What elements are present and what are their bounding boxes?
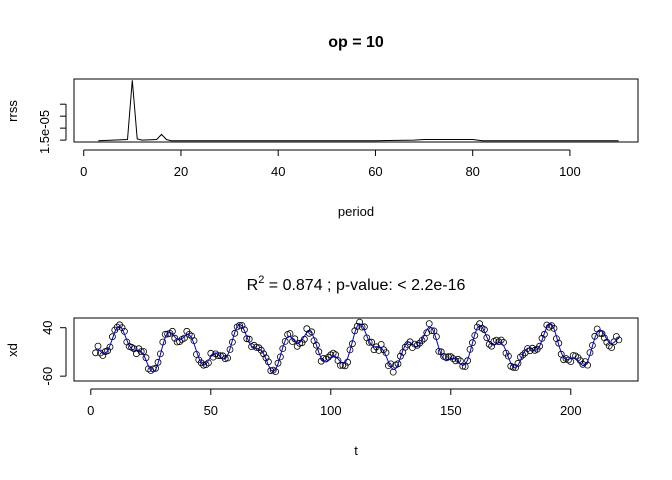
data-point: [216, 352, 224, 360]
periodogram-panel: op = 10 0 20 40 60 80 100 1.5e-05 period rrss: [5, 34, 639, 219]
regression-plot-box: [73, 317, 639, 382]
regression-panel: R2 = 0.874 ; p-value: < 2.2e-16 0 50 100 15…: [5, 274, 639, 458]
periodogram-y-axis: 1.5e-05: [37, 103, 67, 154]
data-point: [240, 326, 248, 334]
data-point: [276, 353, 284, 361]
fitted-line: [95, 322, 620, 373]
data-point: [358, 323, 366, 331]
data-point: [425, 320, 433, 328]
periodogram-x-tick-label: 0: [80, 164, 87, 179]
data-point: [238, 322, 246, 329]
periodogram-x-tick-label: 40: [271, 164, 285, 179]
data-point: [459, 362, 467, 370]
data-point: [214, 352, 222, 360]
regression-x-tick-label: 100: [320, 403, 342, 418]
data-point: [332, 351, 340, 359]
data-point: [99, 352, 107, 359]
periodogram-plot-box: [73, 78, 639, 143]
data-point: [536, 342, 543, 350]
data-point: [226, 346, 234, 353]
data-point: [418, 337, 426, 344]
data-point: [231, 329, 239, 337]
regression-title-superscript: 2: [258, 274, 264, 286]
regression-x-tick-label: 0: [87, 403, 94, 418]
regression-x-tick-label: 200: [560, 403, 582, 418]
data-point: [279, 345, 287, 353]
data-point: [171, 334, 179, 342]
data-point: [483, 334, 491, 342]
data-point: [315, 348, 323, 356]
data-point: [396, 352, 404, 360]
data-point: [480, 326, 488, 334]
data-point: [339, 361, 347, 369]
periodogram-line: [98, 80, 619, 142]
data-point: [281, 337, 289, 345]
data-point: [118, 324, 126, 332]
data-point: [236, 321, 244, 329]
data-point: [375, 346, 383, 354]
regression-x-label: t: [354, 443, 358, 458]
data-point: [504, 352, 512, 360]
periodogram-title: op = 10: [328, 34, 384, 51]
regression-y-tick-label: -60: [40, 367, 55, 386]
regression-y-axis: -60 40: [40, 320, 67, 386]
data-point: [519, 351, 527, 359]
regression-x-tick-label: 150: [440, 403, 462, 418]
periodogram-x-label: period: [338, 204, 374, 219]
data-point: [257, 346, 265, 354]
periodogram-x-tick-label: 20: [174, 164, 188, 179]
data-point: [152, 364, 160, 372]
data-point: [176, 338, 184, 346]
data-point: [180, 334, 188, 342]
data-point: [365, 338, 373, 346]
data-point: [336, 361, 344, 369]
data-point: [106, 343, 114, 351]
regression-title-r: R: [247, 277, 259, 294]
data-point: [471, 332, 479, 339]
periodogram-x-tick-label: 60: [368, 164, 382, 179]
periodogram-y-tick-label: 1.5e-05: [37, 110, 52, 154]
regression-y-label: xd: [5, 343, 20, 357]
data-point: [447, 353, 455, 361]
regression-x-tick-label: 50: [204, 403, 218, 418]
data-point: [514, 359, 522, 367]
data-point: [197, 359, 205, 367]
periodogram-x-axis: 0 20 40 60 80 100: [80, 149, 581, 179]
data-point: [346, 346, 354, 354]
data-point: [608, 344, 615, 352]
data-point: [154, 358, 162, 366]
data-point: [92, 349, 99, 357]
data-point: [104, 347, 111, 355]
data-point: [312, 341, 320, 349]
data-point: [255, 344, 263, 352]
data-point: [137, 348, 145, 356]
data-point: [442, 353, 450, 361]
periodogram-x-tick-label: 80: [465, 164, 479, 179]
data-point: [274, 359, 282, 367]
data-point: [353, 322, 361, 330]
regression-x-axis: 0 50 100 150 200: [87, 388, 582, 418]
regression-y-tick-label: 40: [40, 320, 55, 334]
periodogram-x-tick-label: 100: [559, 164, 581, 179]
data-point: [468, 339, 476, 347]
data-point: [260, 350, 268, 358]
data-point: [550, 324, 558, 332]
data-point: [589, 341, 596, 349]
data-point: [541, 330, 548, 338]
periodogram-y-label: rrss: [5, 100, 20, 122]
data-point: [94, 342, 102, 350]
data-point: [394, 360, 402, 368]
regression-title-stats: = 0.874 ; p-value: < 2.2e-16: [264, 277, 465, 294]
regression-title: R2 = 0.874 ; p-value: < 2.2e-16: [247, 274, 466, 294]
data-point: [262, 354, 270, 362]
data-point: [464, 357, 472, 365]
data-point: [156, 350, 164, 358]
